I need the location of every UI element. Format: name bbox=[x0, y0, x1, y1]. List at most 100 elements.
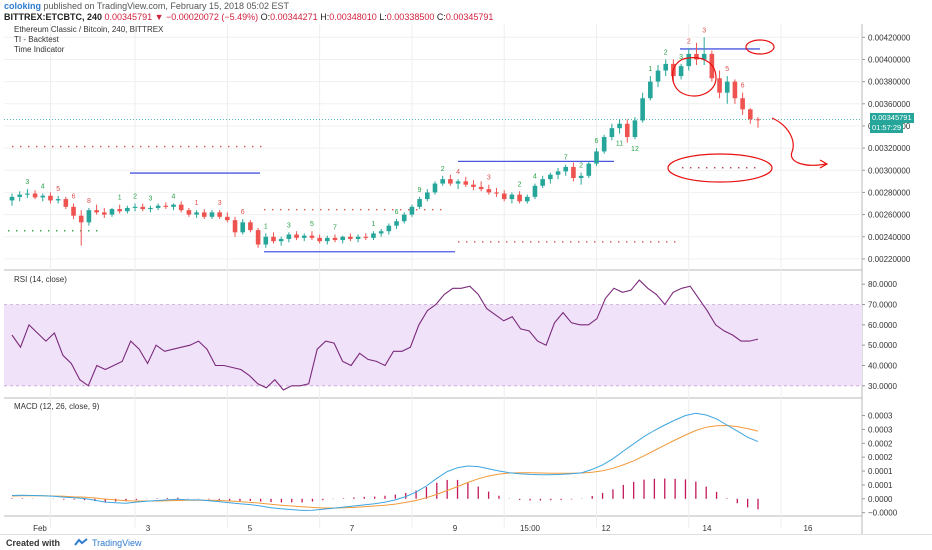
target-dot bbox=[682, 167, 684, 169]
stop-level-dot bbox=[658, 241, 660, 243]
candle-body bbox=[278, 238, 284, 242]
candle-body bbox=[394, 221, 399, 226]
target-dot bbox=[698, 167, 700, 169]
symbol-info: BITTREX:ETCBTC, 240 0.00345791 ▼ −0.0002… bbox=[4, 12, 493, 23]
candle-body bbox=[163, 205, 169, 207]
count-mark: 7 bbox=[564, 155, 568, 162]
stop-level-dot bbox=[12, 145, 14, 148]
stop-level-dot bbox=[650, 241, 652, 243]
candle-body bbox=[624, 123, 630, 138]
candle-body bbox=[686, 53, 692, 67]
stop-level-dot bbox=[482, 241, 484, 243]
time-axis-label: 5 bbox=[248, 524, 253, 533]
candle-body bbox=[417, 199, 422, 207]
candle-body bbox=[17, 194, 22, 197]
macd-tick-label: 0.0001 bbox=[868, 467, 893, 476]
rsi-tick-label: 30.0000 bbox=[868, 382, 897, 391]
count-mark: 3 bbox=[148, 196, 152, 203]
candle-body bbox=[171, 204, 176, 207]
price-pane-title: Ethereum Classic / Bitcoin, 240, BITTREX bbox=[14, 25, 164, 34]
candle-body bbox=[694, 53, 699, 60]
count-mark: 8 bbox=[87, 198, 91, 205]
tradingview-link[interactable]: TradingView bbox=[92, 538, 142, 548]
stop-level-dot bbox=[296, 209, 298, 211]
price-tick-label: 0.00220000 bbox=[868, 255, 911, 264]
stop-level-dot bbox=[220, 145, 222, 148]
stop-level-dot bbox=[490, 241, 492, 243]
stop-level-dot bbox=[228, 145, 230, 148]
annotation-arrowhead bbox=[819, 159, 829, 169]
stop-level-dot bbox=[642, 241, 644, 243]
candle-body bbox=[663, 63, 669, 71]
count-mark: 4 bbox=[172, 194, 176, 201]
count-mark: 2 bbox=[687, 38, 691, 45]
price-tick-label: 0.00380000 bbox=[868, 78, 911, 87]
candle-body bbox=[9, 196, 15, 201]
high-value: 0.00348010 bbox=[329, 12, 377, 22]
stop-level-dot bbox=[562, 241, 564, 243]
publish-info: coloking published on TradingView.com, F… bbox=[4, 1, 289, 12]
stop-level-dot bbox=[212, 145, 214, 148]
symbol-name[interactable]: BITTREX:ETCBTC, 240 bbox=[4, 12, 103, 22]
macd-tick-label: 0.0001 bbox=[868, 481, 893, 490]
macd-tick-label: −0.0000 bbox=[868, 509, 898, 518]
count-mark: 2 bbox=[664, 49, 668, 56]
rsi-tick-label: 40.0000 bbox=[868, 361, 897, 370]
stop-level-dot bbox=[458, 241, 460, 243]
candle-body bbox=[609, 128, 615, 138]
candle-body bbox=[48, 195, 53, 201]
macd-tick-label: 0.0000 bbox=[868, 495, 893, 504]
open-value: 0.00344271 bbox=[270, 12, 318, 22]
stop-level-dot bbox=[634, 241, 636, 243]
candle-body bbox=[132, 206, 138, 208]
open-label: O: bbox=[260, 12, 271, 22]
candle-body bbox=[548, 174, 553, 180]
count-mark: 6 bbox=[595, 138, 599, 145]
macd-signal-line bbox=[11, 424, 759, 509]
stop-level-dot bbox=[288, 209, 290, 211]
price-change: ▼ −0.00020072 (−5.49%) bbox=[154, 12, 259, 22]
count-mark: 7 bbox=[333, 225, 337, 232]
macd-tick-label: 0.0003 bbox=[868, 412, 893, 421]
target-dot bbox=[706, 167, 708, 169]
time-axis-label: 3 bbox=[146, 524, 151, 533]
time-axis-label: 16 bbox=[804, 524, 813, 533]
candle-body bbox=[555, 171, 561, 175]
count-mark: 11 bbox=[616, 141, 623, 148]
count-mark: 3 bbox=[25, 179, 29, 186]
stop-level-dot bbox=[368, 209, 370, 211]
stop-level-dot bbox=[666, 241, 668, 243]
candle-body bbox=[55, 199, 61, 201]
annotation-arrow bbox=[771, 117, 827, 166]
last-price-badge: 0.00345791 bbox=[870, 113, 914, 123]
candle-body bbox=[717, 78, 722, 93]
candle-body bbox=[86, 210, 92, 223]
candle-body bbox=[540, 179, 545, 186]
candle-body bbox=[640, 98, 645, 121]
stop-level-dot bbox=[594, 241, 596, 243]
candle-body bbox=[325, 237, 330, 242]
target-level-dot bbox=[40, 230, 42, 232]
candle-body bbox=[617, 123, 622, 129]
author-link[interactable]: coloking bbox=[4, 1, 42, 11]
target-dot bbox=[714, 167, 716, 169]
rsi-line bbox=[11, 279, 759, 391]
price-tick-label: 0.00320000 bbox=[868, 144, 911, 153]
candle-body bbox=[232, 220, 238, 233]
stop-level-dot bbox=[100, 145, 102, 148]
annotation-circle-top bbox=[745, 39, 775, 55]
stop-level-dot bbox=[514, 241, 516, 243]
stop-level-dot bbox=[376, 209, 378, 211]
count-mark: 3 bbox=[287, 222, 291, 229]
candle-body bbox=[371, 233, 376, 238]
time-axis-label: 7 bbox=[350, 524, 355, 533]
count-mark: 1 bbox=[264, 223, 268, 230]
price-tick-label: 0.00400000 bbox=[868, 55, 911, 64]
count-mark: 1 bbox=[195, 200, 199, 207]
count-mark: 4 bbox=[456, 169, 460, 176]
chart-background bbox=[0, 24, 932, 534]
candle-body bbox=[32, 193, 38, 198]
candle-body bbox=[301, 235, 307, 238]
target-dot bbox=[730, 167, 732, 169]
count-mark: 5 bbox=[56, 186, 60, 193]
